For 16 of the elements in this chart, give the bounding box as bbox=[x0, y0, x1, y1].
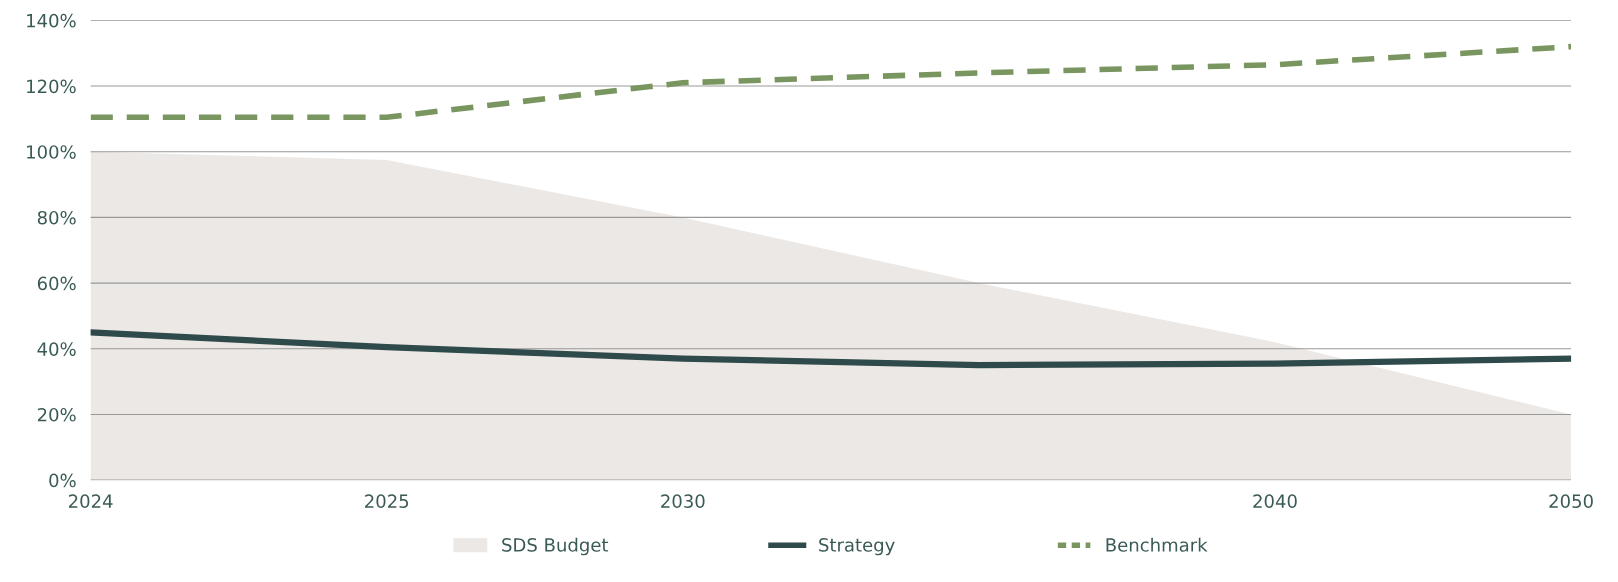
y-tick-label: 20% bbox=[37, 407, 76, 422]
x-tick-label: 2050 bbox=[1549, 494, 1593, 509]
legend-label: SDS Budget bbox=[502, 537, 609, 556]
x-tick-label: 2040 bbox=[1253, 494, 1297, 509]
y-tick-label: 120% bbox=[27, 79, 76, 94]
y-tick-label: 80% bbox=[37, 210, 76, 225]
x-tick-label: 2024 bbox=[68, 494, 113, 509]
y-tick-label: 140% bbox=[27, 13, 76, 28]
y-tick-label: 100% bbox=[27, 145, 76, 159]
legend-label: Benchmark bbox=[1106, 537, 1208, 552]
y-tick-label: 60% bbox=[37, 276, 76, 291]
legend-label: Strategy bbox=[819, 538, 895, 556]
y-tick-label: 40% bbox=[37, 342, 76, 356]
x-tick-label: 2025 bbox=[365, 494, 409, 509]
x-tick-label: 2030 bbox=[661, 494, 705, 509]
y-tick-label: 0% bbox=[49, 473, 76, 488]
